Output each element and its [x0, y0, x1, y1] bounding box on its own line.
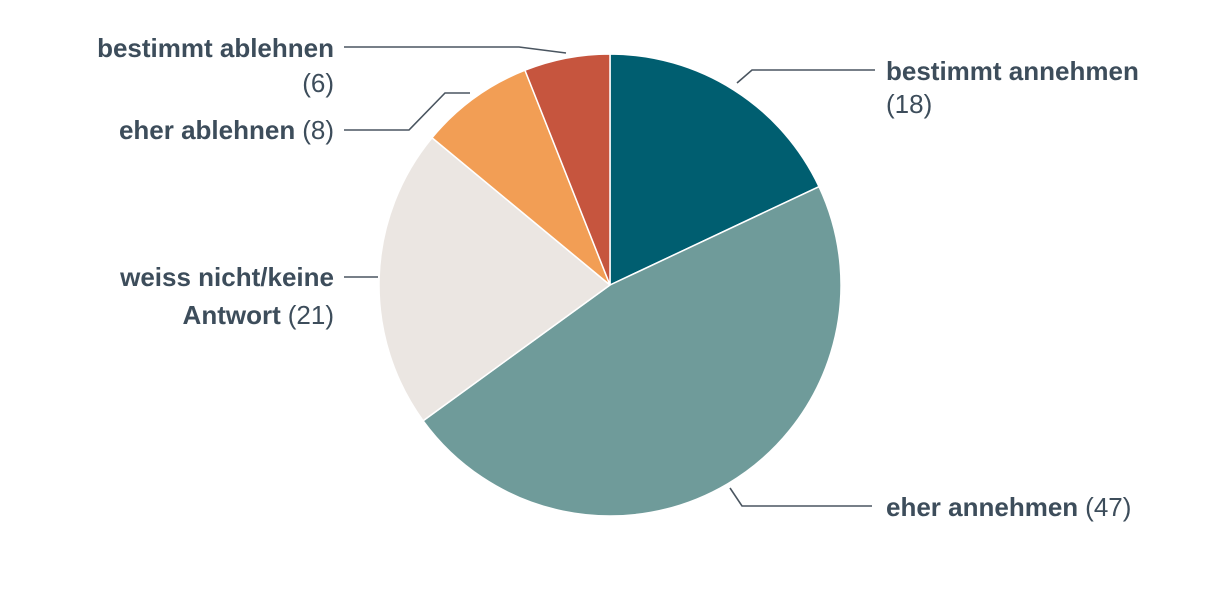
slice-label-weiss-nicht-part2: Antwort: [183, 300, 282, 330]
slice-label-eher-annehmen: eher annehmen (47): [886, 492, 1131, 522]
slice-label-bestimmt-ablehnen-name: bestimmt ablehnen: [97, 33, 334, 63]
leader-line-bestimmt-ablehnen: [344, 46, 567, 54]
slice-value-eher-ablehnen: (8): [302, 115, 334, 145]
leader-line-bestimmt-annehmen: [736, 69, 875, 84]
leader-line-eher-annehmen: [729, 487, 872, 507]
slice-label-eher-ablehnen-name: eher ablehnen: [119, 115, 295, 145]
pie-slice-eher-annehmen: [422, 185, 842, 517]
slice-value-eher-annehmen: (47): [1085, 492, 1131, 522]
slice-label-bestimmt-annehmen-name: bestimmt annehmen: [886, 56, 1139, 86]
pie-slices: [378, 53, 842, 517]
leader-line-eher-ablehnen: [344, 92, 470, 131]
slice-label-eher-ablehnen: eher ablehnen (8): [119, 115, 334, 145]
slice-label-weiss-nicht-part1: weiss nicht/keine: [119, 262, 334, 292]
pie-slice-bestimmt-ablehnen: [523, 53, 611, 286]
slice-label-weiss-nicht-line2: Antwort (21): [183, 300, 334, 330]
slice-label-weiss-nicht-line1: weiss nicht/keine: [119, 262, 334, 292]
pie-slice-eher-ablehnen: [430, 69, 611, 286]
slice-label-bestimmt-ablehnen: bestimmt ablehnen: [97, 33, 334, 63]
slice-value-bestimmt-annehmen: (18): [886, 89, 932, 119]
slice-value-weiss-nicht: (21): [288, 300, 334, 330]
slice-labels: bestimmt annehmen (18) eher annehmen (47)…: [97, 33, 1139, 522]
pie-slice-weiss-nicht-keine-antwort: [378, 136, 612, 422]
slice-label-eher-annehmen-name: eher annehmen: [886, 492, 1078, 522]
slice-value-bestimmt-ablehnen: (6): [302, 68, 334, 98]
pie-slice-bestimmt-annehmen: [609, 53, 821, 287]
slice-label-bestimmt-annehmen: bestimmt annehmen: [886, 56, 1139, 86]
leader-lines: [344, 46, 875, 507]
